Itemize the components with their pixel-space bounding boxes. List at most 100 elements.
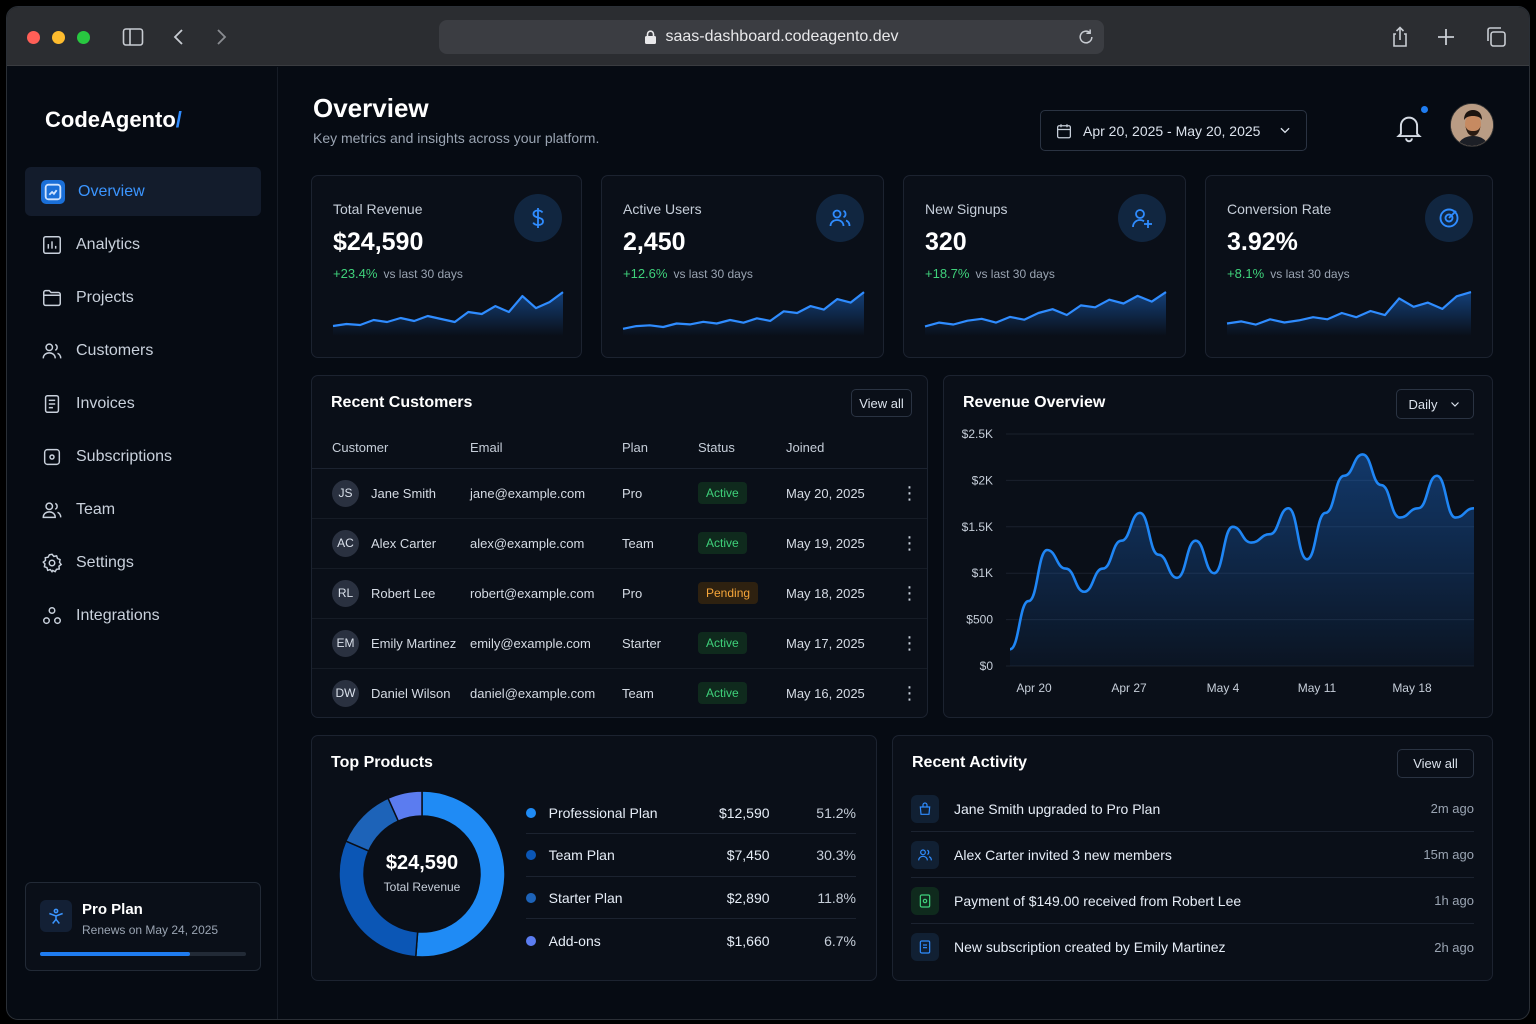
view-all-customers-button[interactable]: View all: [851, 389, 912, 417]
sidebar-toggle-icon[interactable]: [121, 25, 145, 49]
row-menu-icon[interactable]: ⋮: [892, 518, 927, 569]
kpi-card-conversion-rate[interactable]: Conversion Rate 3.92% +8.1% vs last 30 da…: [1205, 175, 1493, 358]
kpi-delta-note: vs last 30 days: [383, 267, 463, 281]
table-row[interactable]: AC Alex Carter alex@example.com Team Acti…: [312, 518, 927, 569]
sidebar: CodeAgento/ Overview Analytics Projects …: [7, 67, 278, 1019]
product-name: Add-ons: [548, 932, 601, 949]
subscription-icon: [43, 448, 61, 465]
user-plus-icon: [1118, 194, 1166, 242]
activity-item[interactable]: Jane Smith upgraded to Pro Plan 2m ago: [911, 786, 1474, 832]
maximize-window-button[interactable]: [77, 31, 90, 44]
activity-item[interactable]: Alex Carter invited 3 new members 15m ago: [911, 832, 1474, 878]
row-menu-icon[interactable]: ⋮: [900, 682, 919, 703]
donut-total-value: $24,590: [385, 852, 459, 874]
customer-name[interactable]: Jane Smith: [371, 485, 437, 501]
table-row[interactable]: RL Robert Lee robert@example.com Pro Pend…: [312, 568, 927, 619]
kpi-delta-note: vs last 30 days: [673, 267, 753, 281]
product-row[interactable]: Team Plan $7,450 30.3%: [526, 835, 856, 877]
customer-cell: EM Emily Martinez: [332, 629, 470, 657]
product-row[interactable]: Starter Plan $2,890 11.8%: [526, 877, 856, 919]
period-select[interactable]: Daily: [1396, 389, 1474, 419]
sparkline-line: [622, 291, 865, 330]
sidebar-item-analytics[interactable]: Analytics: [25, 220, 261, 269]
column-header[interactable]: Plan: [622, 428, 698, 469]
legend-dot: [526, 935, 536, 946]
donut-slice[interactable]: [387, 790, 423, 823]
recent-customers-card: Recent Customers View all Customer Email…: [311, 375, 928, 718]
back-icon[interactable]: [167, 25, 191, 49]
activity-text: Payment of $149.00 received from Robert …: [954, 892, 1242, 909]
sidebar-item-label: Projects: [76, 288, 134, 306]
sidebar-item-team[interactable]: Team: [25, 485, 261, 534]
customer-email: robert@example.com: [470, 568, 622, 619]
kpi-label: New Signups: [925, 201, 1008, 217]
sidebar-item-overview[interactable]: Overview: [25, 167, 261, 216]
table-row[interactable]: JS Jane Smith jane@example.com Pro Active…: [312, 468, 927, 519]
column-header[interactable]: Joined: [786, 428, 892, 469]
logo[interactable]: CodeAgento/: [45, 107, 182, 133]
legend-dot: [526, 850, 536, 860]
row-menu-icon[interactable]: ⋮: [892, 568, 927, 619]
revenue-overview-card: Revenue Overview Daily $2.5K $2K $1.5K $1K $…: [943, 375, 1493, 718]
row-menu-icon[interactable]: ⋮: [892, 618, 927, 669]
close-window-button[interactable]: [27, 31, 40, 44]
sidebar-item-settings[interactable]: Settings: [25, 538, 261, 587]
sidebar-item-subscriptions[interactable]: Subscriptions: [25, 432, 261, 481]
date-range-text: Apr 20, 2025 - May 20, 2025: [1083, 122, 1261, 139]
product-row[interactable]: Add-ons $1,660 6.7%: [526, 920, 856, 962]
table-row[interactable]: DW Daniel Wilson daniel@example.com Team …: [312, 668, 927, 718]
kpi-delta-value: +12.6%: [623, 266, 668, 281]
plan-card[interactable]: Pro Plan Renews on May 24, 2025: [25, 882, 261, 971]
avatar[interactable]: [1450, 103, 1494, 147]
card-title: Top Products: [331, 754, 433, 771]
kpi-card-active-users[interactable]: Active Users 2,450 +12.6% vs last 30 days: [601, 175, 884, 358]
integrations-icon: [43, 606, 61, 624]
kpi-card-new-signups[interactable]: New Signups 320 +18.7% vs last 30 days: [903, 175, 1186, 358]
sparkline-line: [1226, 291, 1472, 326]
kpi-value: $24,590: [333, 228, 424, 256]
sidebar-item-customers[interactable]: Customers: [25, 326, 261, 375]
forward-icon[interactable]: [209, 25, 233, 49]
sidebar-item-integrations[interactable]: Integrations: [25, 591, 261, 640]
donut-slice[interactable]: [414, 790, 506, 958]
tabs-overview-icon[interactable]: [1484, 25, 1508, 49]
customer-name[interactable]: Alex Carter: [371, 535, 437, 551]
kpi-card-total-revenue[interactable]: Total Revenue $24,590 +23.4% vs last 30 d…: [311, 175, 582, 358]
activity-item[interactable]: New subscription created by Emily Martin…: [911, 924, 1474, 970]
date-range-picker[interactable]: Apr 20, 2025 - May 20, 2025: [1040, 110, 1307, 151]
row-menu-icon[interactable]: ⋮: [892, 468, 927, 519]
table-row[interactable]: EM Emily Martinez emily@example.com Start…: [312, 618, 927, 669]
kpi-value: 2,450: [623, 228, 686, 256]
x-tick-label: Apr 27: [1111, 681, 1147, 695]
activity-item[interactable]: Payment of $149.00 received from Robert …: [911, 878, 1474, 924]
bell-icon[interactable]: [1395, 113, 1423, 143]
view-all-activity-button[interactable]: View all: [1397, 749, 1474, 778]
sparkline-area: [1227, 292, 1471, 336]
team-icon: [42, 501, 62, 518]
customer-name[interactable]: Emily Martinez: [371, 635, 457, 651]
minimize-window-button[interactable]: [52, 31, 65, 44]
activity-time: 2m ago: [1430, 801, 1474, 816]
customer-joined: May 18, 2025: [786, 568, 892, 619]
plan-title: Pro Plan: [82, 901, 143, 918]
column-header[interactable]: Status: [698, 428, 786, 469]
y-tick-label: $1K: [972, 566, 993, 580]
address-bar[interactable]: saas-dashboard.codeagento.dev: [439, 20, 1104, 54]
new-tab-icon[interactable]: [1434, 25, 1458, 49]
reload-icon[interactable]: [1076, 27, 1096, 47]
status-badge: Active: [698, 482, 747, 504]
revenue-line: [1009, 453, 1475, 651]
sidebar-item-label: Settings: [76, 553, 134, 571]
donut-slice[interactable]: [344, 797, 400, 852]
sidebar-item-projects[interactable]: Projects: [25, 273, 261, 322]
sidebar-item-label: Subscriptions: [76, 447, 173, 465]
customer-name[interactable]: Robert Lee: [371, 585, 436, 601]
column-header[interactable]: Customer: [312, 428, 470, 469]
activity-text: Alex Carter invited 3 new members: [954, 846, 1172, 863]
product-row[interactable]: Professional Plan $12,590 51.2%: [526, 792, 856, 834]
sidebar-item-invoices[interactable]: Invoices: [25, 379, 261, 428]
customer-name[interactable]: Daniel Wilson: [371, 685, 451, 701]
share-icon[interactable]: [1388, 25, 1412, 49]
product-percent: 51.2%: [816, 804, 856, 821]
column-header[interactable]: Email: [470, 428, 622, 469]
